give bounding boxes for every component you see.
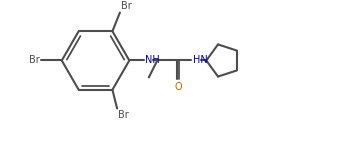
Text: NH: NH <box>145 55 160 66</box>
Text: Br: Br <box>118 110 129 120</box>
Text: Br: Br <box>121 1 132 11</box>
Text: Br: Br <box>29 55 40 66</box>
Text: HN: HN <box>193 55 208 66</box>
Text: O: O <box>174 82 182 92</box>
